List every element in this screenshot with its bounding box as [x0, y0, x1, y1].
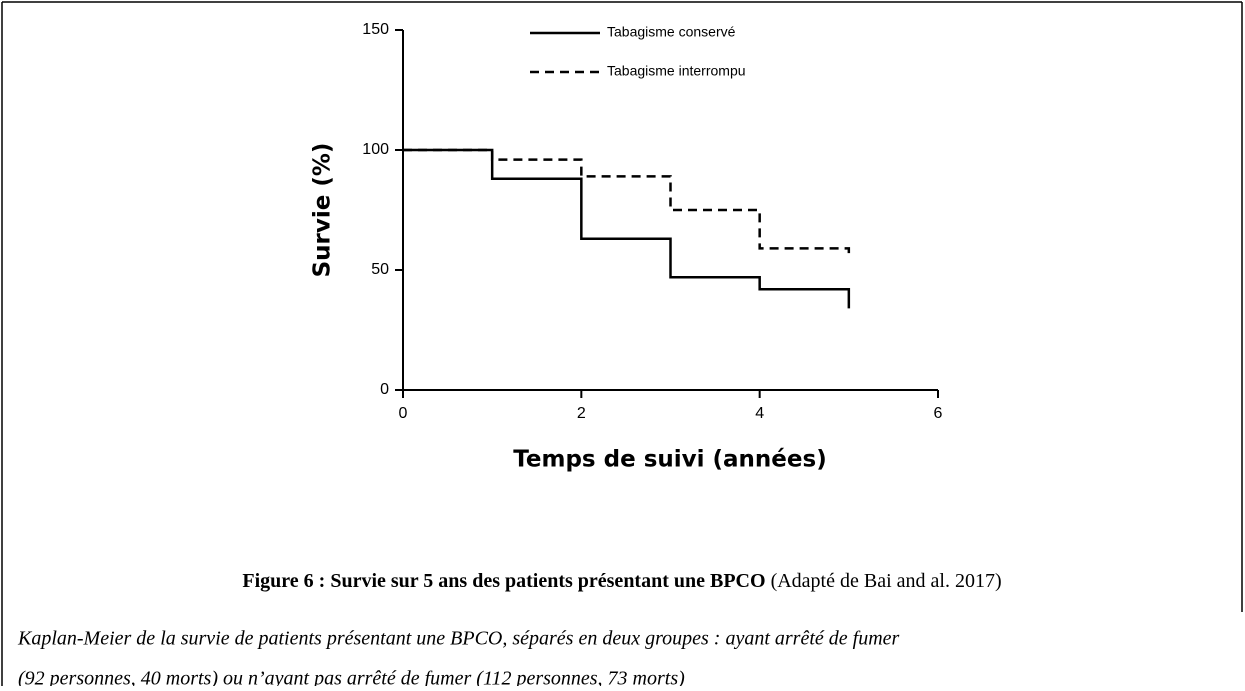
- legend-label: Tabagisme interrompu: [607, 63, 746, 79]
- x-tick-label: 2: [577, 405, 586, 422]
- y-axis-title: Survie (%): [310, 143, 336, 278]
- description-line: Kaplan-Meier de la survie de patients pr…: [17, 628, 900, 650]
- y-tick-label: 150: [362, 21, 389, 38]
- description-line: (92 personnes, 40 morts) ou n’ayant pas …: [18, 668, 685, 686]
- y-tick-label: 0: [380, 381, 389, 398]
- y-tick-label: 50: [371, 261, 389, 278]
- survival-curve: [403, 148, 851, 256]
- x-tick-label: 6: [934, 405, 943, 422]
- y-tick-label: 100: [362, 141, 389, 158]
- x-tick-label: 0: [399, 405, 408, 422]
- legend-label: Tabagisme conservé: [607, 24, 736, 40]
- caption-source: (Adapté de Bai and al. 2017): [771, 570, 1002, 592]
- survival-curve: [403, 148, 851, 309]
- x-tick-label: 4: [755, 405, 764, 422]
- x-axis-title: Temps de suivi (années): [513, 447, 826, 473]
- plot: 0 50 100 150 0 2 4 6 Tabagisme conservé Tabagisme…: [362, 21, 942, 422]
- caption-label: Figure 6 : Survie sur 5 ans des patients…: [242, 570, 765, 592]
- figure-caption: Figure 6 : Survie sur 5 ans des patients…: [242, 570, 1001, 592]
